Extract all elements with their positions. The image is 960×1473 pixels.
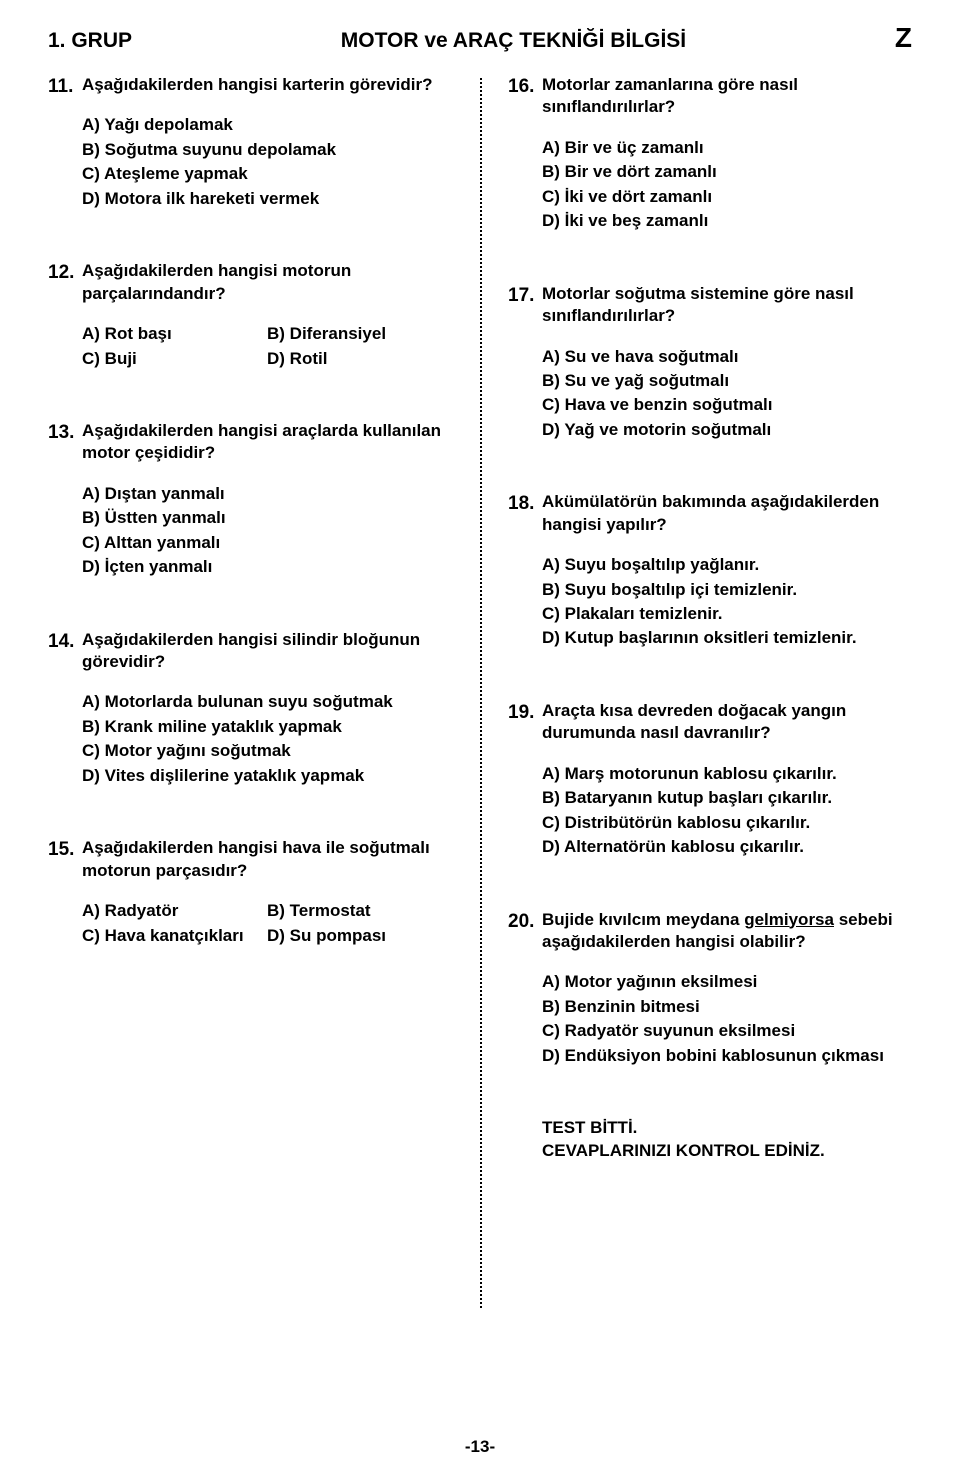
option-a: A) Yağı depolamak (82, 114, 452, 136)
right-column: 16. Motorlar zamanlarına göre nasıl sını… (480, 74, 912, 1162)
question-stem: Aşağıdakilerden hangisi motorun parçalar… (82, 260, 452, 305)
option-c: C) İki ve dört zamanlı (542, 186, 912, 208)
option-c: C) Motor yağını soğutmak (82, 740, 452, 762)
option-a: A) Suyu boşaltılıp yağlanır. (542, 554, 912, 576)
option-b: B) Soğutma suyunu depolamak (82, 139, 452, 161)
option-c: C) Plakaları temizlenir. (542, 603, 912, 625)
question-number: 20. (508, 909, 542, 1070)
question-12: 12. Aşağıdakilerden hangisi motorun parç… (48, 260, 452, 372)
option-c: C) Buji (82, 348, 267, 370)
question-17: 17. Motorlar soğutma sistemine göre nası… (508, 283, 912, 444)
question-19: 19. Araçta kısa devreden doğacak yangın … (508, 700, 912, 861)
page-title: MOTOR ve ARAÇ TEKNİĞİ BİLGİSİ (132, 29, 895, 53)
question-number: 19. (508, 700, 542, 861)
question-13: 13. Aşağıdakilerden hangisi araçlarda ku… (48, 420, 452, 581)
option-d: D) Yağ ve motorin soğutmalı (542, 419, 912, 441)
option-a: A) Rot başı (82, 323, 267, 345)
question-number: 16. (508, 74, 542, 235)
option-b: B) Termostat (267, 900, 452, 922)
question-stem: Motorlar soğutma sistemine göre nasıl sı… (542, 283, 912, 328)
question-number: 13. (48, 420, 82, 581)
option-b: B) Suyu boşaltılıp içi temizlenir. (542, 579, 912, 601)
option-d: D) İki ve beş zamanlı (542, 210, 912, 232)
question-15: 15. Aşağıdakilerden hangisi hava ile soğ… (48, 837, 452, 949)
option-a: A) Marş motorunun kablosu çıkarılır. (542, 763, 912, 785)
option-b: B) Üstten yanmalı (82, 507, 452, 529)
question-number: 14. (48, 629, 82, 790)
option-b: B) Diferansiyel (267, 323, 452, 345)
option-c: C) Alttan yanmalı (82, 532, 452, 554)
question-stem: Akümülatörün bakımında aşağıdakilerden h… (542, 491, 912, 536)
option-b: B) Benzinin bitmesi (542, 996, 912, 1018)
question-20: 20. Bujide kıvılcım meydana gelmiyorsa s… (508, 909, 912, 1070)
option-b: B) Su ve yağ soğutmalı (542, 370, 912, 392)
option-d: D) Endüksiyon bobini kablosunun çıkması (542, 1045, 912, 1067)
end-note: TEST BİTTİ. CEVAPLARINIZI KONTROL EDİNİZ… (508, 1117, 912, 1162)
page-number: -13- (0, 1437, 960, 1457)
question-stem: Aşağıdakilerden hangisi hava ile soğutma… (82, 837, 452, 882)
left-column: 11. Aşağıdakilerden hangisi karterin gör… (48, 74, 480, 1162)
question-number: 15. (48, 837, 82, 949)
option-d: D) Rotil (267, 348, 452, 370)
option-d: D) İçten yanmalı (82, 556, 452, 578)
option-d: D) Alternatörün kablosu çıkarılır. (542, 836, 912, 858)
option-b: B) Bir ve dört zamanlı (542, 161, 912, 183)
group-label: 1. GRUP (48, 29, 132, 53)
section-code: Z (895, 22, 912, 54)
question-stem: Aşağıdakilerden hangisi araçlarda kullan… (82, 420, 452, 465)
option-d: D) Kutup başlarının oksitleri temizlenir… (542, 627, 912, 649)
end-line2: CEVAPLARINIZI KONTROL EDİNİZ. (542, 1140, 912, 1162)
option-a: A) Dıştan yanmalı (82, 483, 452, 505)
option-d: D) Motora ilk hareketi vermek (82, 188, 452, 210)
option-a: A) Radyatör (82, 900, 267, 922)
question-11: 11. Aşağıdakilerden hangisi karterin gör… (48, 74, 452, 212)
option-c: C) Ateşleme yapmak (82, 163, 452, 185)
option-c: C) Hava ve benzin soğutmalı (542, 394, 912, 416)
stem-underlined: gelmiyorsa (744, 910, 834, 929)
question-stem: Bujide kıvılcım meydana gelmiyorsa sebeb… (542, 909, 912, 954)
option-b: B) Bataryanın kutup başları çıkarılır. (542, 787, 912, 809)
column-divider (480, 78, 482, 1308)
option-a: A) Su ve hava soğutmalı (542, 346, 912, 368)
option-c: C) Radyatör suyunun eksilmesi (542, 1020, 912, 1042)
option-a: A) Bir ve üç zamanlı (542, 137, 912, 159)
question-stem: Motorlar zamanlarına göre nasıl sınıflan… (542, 74, 912, 119)
question-14: 14. Aşağıdakilerden hangisi silindir blo… (48, 629, 452, 790)
question-stem: Araçta kısa devreden doğacak yangın duru… (542, 700, 912, 745)
question-stem: Aşağıdakilerden hangisi karterin görevid… (82, 74, 452, 96)
question-stem: Aşağıdakilerden hangisi silindir bloğunu… (82, 629, 452, 674)
question-number: 11. (48, 74, 82, 212)
option-c: C) Distribütörün kablosu çıkarılır. (542, 812, 912, 834)
question-number: 12. (48, 260, 82, 372)
option-d: D) Su pompası (267, 925, 452, 947)
question-number: 17. (508, 283, 542, 444)
question-number: 18. (508, 491, 542, 652)
question-18: 18. Akümülatörün bakımında aşağıdakilerd… (508, 491, 912, 652)
end-line1: TEST BİTTİ. (542, 1117, 912, 1139)
page-header: 1. GRUP MOTOR ve ARAÇ TEKNİĞİ BİLGİSİ Z (48, 22, 912, 54)
option-a: A) Motor yağının eksilmesi (542, 971, 912, 993)
option-a: A) Motorlarda bulunan suyu soğutmak (82, 691, 452, 713)
question-16: 16. Motorlar zamanlarına göre nasıl sını… (508, 74, 912, 235)
option-c: C) Hava kanatçıkları (82, 925, 267, 947)
option-d: D) Vites dişlilerine yataklık yapmak (82, 765, 452, 787)
option-b: B) Krank miline yataklık yapmak (82, 716, 452, 738)
stem-pre: Bujide kıvılcım meydana (542, 910, 744, 929)
